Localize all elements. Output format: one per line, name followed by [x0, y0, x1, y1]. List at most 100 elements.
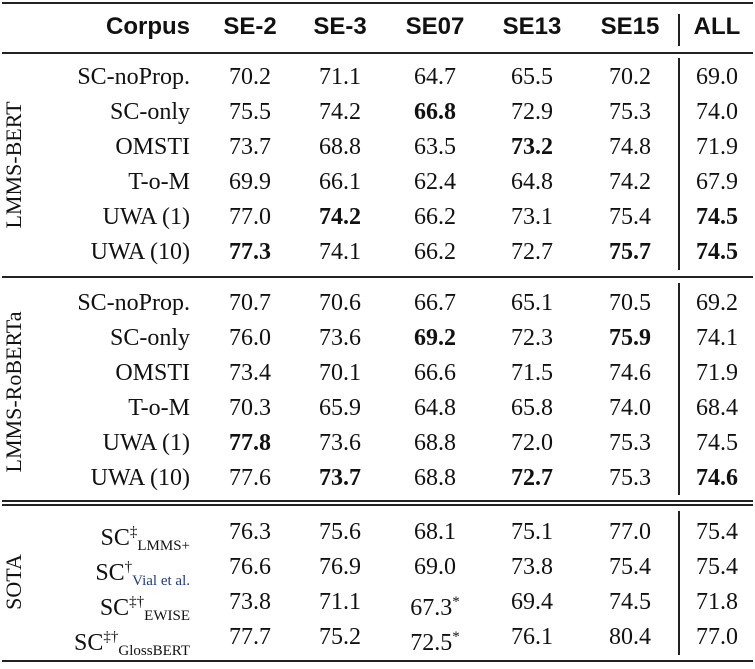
row-label-text: SC-noProp.	[77, 64, 190, 90]
cell-value: 75.9	[609, 325, 651, 351]
cell-value: 75.3	[609, 99, 651, 125]
table-cell: 70.1	[300, 355, 380, 391]
table-cell: 76.6	[210, 549, 290, 585]
cell-value: 74.6	[696, 465, 738, 491]
table-cell: 72.5*	[395, 619, 475, 656]
table-cell: 75.3	[590, 94, 670, 130]
cell-value: 66.8	[414, 99, 456, 125]
table-cell: 73.2	[492, 129, 572, 165]
table-cell: 75.3	[590, 425, 670, 461]
cell-value: 68.8	[414, 465, 456, 491]
table-cell: 68.8	[395, 425, 475, 461]
cell-value: 65.1	[511, 290, 553, 316]
table-cell: 66.7	[395, 285, 475, 321]
cell-value: 77.0	[229, 204, 271, 230]
table-cell: 64.8	[492, 164, 572, 200]
row-label-superscript: ‡†	[103, 629, 119, 645]
table-cell: 74.5	[677, 425, 755, 461]
table-cell: 77.3	[210, 234, 290, 270]
cell-value: 75.2	[319, 624, 361, 650]
cell-value: 71.1	[319, 589, 361, 615]
cell-value: 75.6	[319, 519, 361, 545]
table-cell: 66.6	[395, 355, 475, 391]
table-cell: 69.2	[677, 285, 755, 321]
horizontal-rule	[2, 2, 753, 4]
table-cell: 77.0	[590, 514, 670, 550]
table-cell: 65.9	[300, 390, 380, 426]
row-label: T-o-M	[0, 164, 190, 200]
header-column: SE13	[502, 13, 562, 40]
table-cell: 67.9	[677, 164, 755, 200]
cell-value: 73.2	[511, 134, 553, 160]
cell-value: 76.0	[229, 325, 271, 351]
row-label: SC-noProp.	[0, 285, 190, 321]
cell-value: 74.2	[319, 99, 361, 125]
table-cell: 76.9	[300, 549, 380, 585]
row-label: SC‡LMMS+	[0, 514, 191, 554]
table-cell: 64.8	[395, 390, 475, 426]
asterisk-mark: *	[452, 594, 460, 610]
header-column: SE07	[405, 13, 465, 40]
cell-value: 67.9	[696, 169, 738, 195]
cell-value: 76.6	[229, 554, 271, 580]
cell-value: 70.2	[229, 64, 271, 90]
cell-value: 69.2	[414, 325, 456, 351]
table-cell: 77.6	[210, 460, 290, 496]
table-cell: 75.4	[590, 549, 670, 585]
table-cell: 74.1	[677, 320, 755, 356]
cell-value: 66.2	[414, 239, 456, 265]
table-cell: 74.5	[677, 234, 755, 270]
cell-value: 80.4	[609, 624, 651, 650]
cell-value: 71.1	[319, 64, 361, 90]
cell-value: 76.1	[511, 624, 553, 650]
cell-value: 71.8	[696, 589, 738, 615]
table-cell: 72.9	[492, 94, 572, 130]
cell-value: 69.9	[229, 169, 271, 195]
table-cell: 69.0	[395, 549, 475, 585]
cell-value: 69.0	[414, 554, 456, 580]
horizontal-rule	[2, 500, 753, 502]
cell-value: 76.3	[229, 519, 271, 545]
cell-value: 74.2	[609, 169, 651, 195]
table-cell: 68.1	[395, 514, 475, 550]
row-label: UWA (10)	[0, 234, 190, 270]
cell-value: 75.4	[609, 204, 651, 230]
table-cell: 73.7	[210, 129, 290, 165]
horizontal-rule	[2, 276, 753, 278]
horizontal-rule	[2, 52, 753, 54]
cell-value: 62.4	[414, 169, 456, 195]
table-cell: 71.1	[300, 584, 380, 620]
vertical-rule	[678, 14, 680, 46]
table-cell: 74.2	[590, 164, 670, 200]
cell-value: 66.6	[414, 360, 456, 386]
cell-value: 74.6	[609, 360, 651, 386]
cell-value: 77.8	[229, 430, 271, 456]
cell-value: 69.0	[696, 64, 738, 90]
cell-value: 72.7	[511, 239, 553, 265]
row-label-text: SC-noProp.	[77, 290, 190, 316]
cell-value: 70.6	[319, 290, 361, 316]
citation-link[interactable]: Vial et al.	[132, 573, 190, 589]
table-cell: 75.3	[590, 460, 670, 496]
cell-value: 72.5	[410, 630, 453, 656]
cell-value: 69.2	[696, 290, 738, 316]
table-cell: 70.2	[590, 59, 670, 95]
cell-value: 69.4	[511, 589, 553, 615]
table-cell: 77.0	[210, 199, 290, 235]
row-label-text: SC	[95, 560, 125, 586]
cell-value: 77.3	[229, 239, 271, 265]
cell-value: 74.5	[696, 239, 738, 265]
horizontal-rule	[2, 504, 753, 506]
table-cell: 68.8	[395, 460, 475, 496]
cell-value: 72.0	[511, 430, 553, 456]
table-cell: 76.1	[492, 619, 572, 655]
cell-value: 72.3	[511, 325, 553, 351]
cell-value: 65.8	[511, 395, 553, 421]
cell-value: 68.4	[696, 395, 738, 421]
header-column: SE-3	[313, 13, 367, 40]
table-cell: 75.6	[300, 514, 380, 550]
row-label-text: T-o-M	[128, 169, 190, 195]
table-cell: 67.3*	[395, 584, 475, 621]
table-cell: 71.1	[300, 59, 380, 95]
table-cell: 76.0	[210, 320, 290, 356]
